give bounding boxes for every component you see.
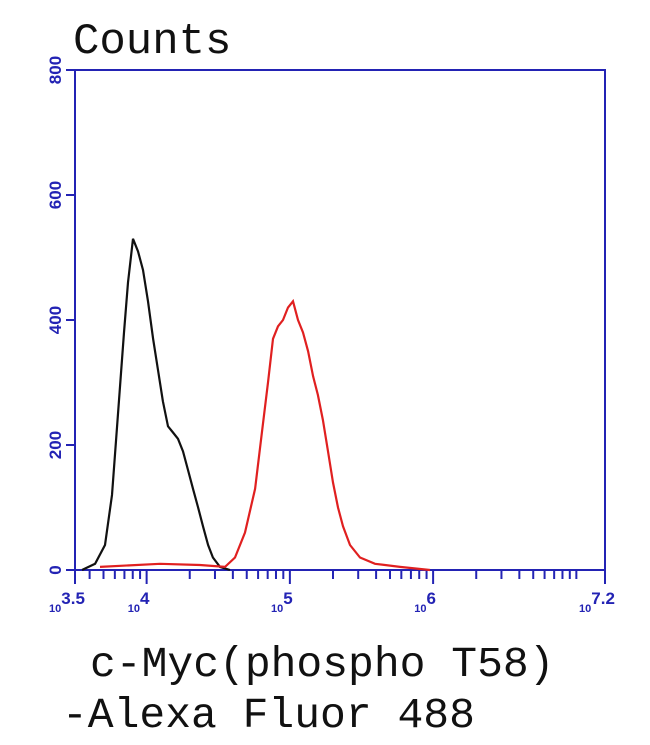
chart-title: Counts: [73, 17, 231, 67]
x-tick-base: 10: [579, 603, 591, 615]
x-tick-label: 104: [128, 589, 150, 615]
x-tick-label: 103.5: [49, 589, 85, 615]
x-tick-base: 10: [271, 603, 283, 615]
x-axis-label: c-Myc(phospho T58): [90, 640, 554, 689]
x-tick-exponent: 6: [426, 589, 435, 608]
x-tick-base: 10: [49, 603, 61, 615]
x-tick-exponent: 5: [283, 589, 292, 608]
y-tick-label: 800: [46, 56, 65, 84]
histogram-line: [81, 238, 231, 572]
x-tick-exponent: 7.2: [591, 589, 615, 608]
y-tick-label: 400: [46, 306, 65, 334]
x-axis-label: -Alexa Fluor 488: [62, 691, 475, 740]
x-tick-base: 10: [128, 603, 140, 615]
x-tick-exponent: 4: [140, 589, 150, 608]
y-tick-label: 600: [46, 181, 65, 209]
y-tick-label: 200: [46, 431, 65, 459]
x-tick-base: 10: [414, 603, 426, 615]
y-tick-label: 0: [46, 565, 65, 574]
plot-frame: [74, 69, 606, 571]
x-tick-label: 106: [414, 589, 436, 615]
x-tick-exponent: 3.5: [61, 589, 85, 608]
x-tick-label: 107.2: [579, 589, 615, 615]
x-tick-label: 105: [271, 589, 293, 615]
histogram-line: [99, 298, 431, 572]
